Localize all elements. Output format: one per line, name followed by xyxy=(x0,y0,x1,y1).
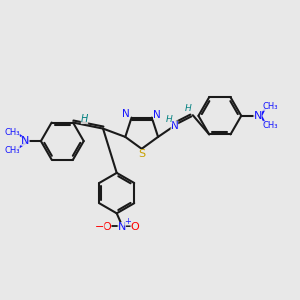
Text: N: N xyxy=(122,109,130,119)
Text: N: N xyxy=(118,222,126,232)
Text: H: H xyxy=(81,114,88,124)
Text: CH₃: CH₃ xyxy=(4,146,20,154)
Text: O: O xyxy=(103,222,111,232)
Text: N: N xyxy=(21,136,30,146)
Text: H: H xyxy=(166,115,172,124)
Text: +: + xyxy=(124,217,131,226)
Text: N: N xyxy=(170,121,178,130)
Text: O: O xyxy=(130,222,139,232)
Text: N: N xyxy=(153,110,161,120)
Text: CH₃: CH₃ xyxy=(4,128,20,137)
Text: H: H xyxy=(185,104,192,113)
Text: N: N xyxy=(254,111,262,121)
Text: CH₃: CH₃ xyxy=(262,121,278,130)
Text: −: − xyxy=(95,222,104,232)
Text: CH₃: CH₃ xyxy=(262,102,278,111)
Text: S: S xyxy=(138,149,145,159)
